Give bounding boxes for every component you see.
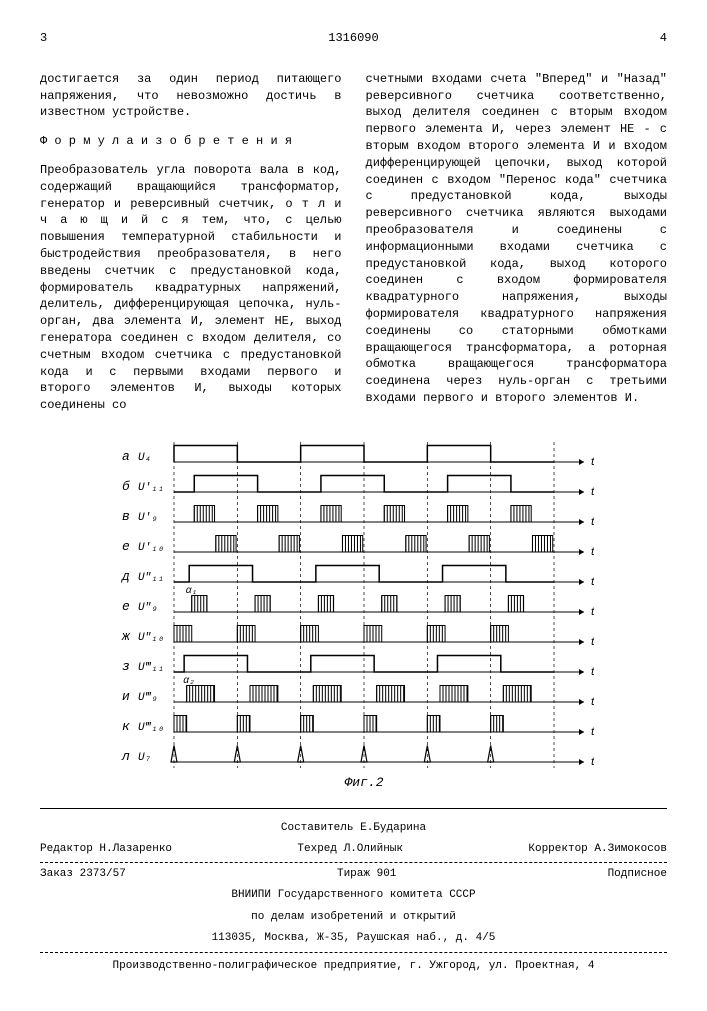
- svg-text:а: а: [122, 449, 130, 464]
- right-p1: счетными входами счета "Вперед" и "Назад…: [366, 71, 668, 407]
- svg-text:t: t: [590, 727, 594, 739]
- doc-number: 1316090: [328, 30, 378, 47]
- right-column: счетными входами счета "Вперед" и "Назад…: [366, 59, 668, 426]
- signed: Подписное: [608, 867, 667, 882]
- svg-text:U‴₉: U‴₉: [138, 692, 158, 704]
- svg-text:U₄: U₄: [138, 452, 151, 464]
- svg-text:U″₁₁: U″₁₁: [138, 572, 164, 584]
- svg-text:з: з: [122, 659, 130, 674]
- page-num-right: 4: [660, 30, 667, 47]
- svg-text:t: t: [590, 547, 594, 559]
- svg-text:t: t: [590, 667, 594, 679]
- svg-text:U₇: U₇: [138, 752, 151, 764]
- svg-text:е: е: [122, 599, 130, 614]
- svg-text:t: t: [590, 757, 594, 769]
- svg-text:л: л: [121, 749, 130, 764]
- svg-text:t: t: [590, 457, 594, 469]
- svg-text:t: t: [590, 517, 594, 529]
- svg-text:в: в: [122, 509, 130, 524]
- left-p1: достигается за один период питающего нап…: [40, 71, 342, 121]
- svg-text:t: t: [590, 577, 594, 589]
- production: Производственно-полиграфическое предприя…: [40, 959, 667, 974]
- editor: Редактор Н.Лазаренко: [40, 842, 172, 857]
- techred: Техред Л.Олийнык: [297, 842, 403, 857]
- svg-text:t: t: [590, 697, 594, 709]
- svg-text:е: е: [122, 539, 130, 554]
- svg-text:U′₁₁: U′₁₁: [138, 482, 164, 494]
- composer: Составитель Е.Бударина: [40, 821, 667, 836]
- svg-text:б: б: [122, 479, 130, 494]
- svg-text:U′₉: U′₉: [138, 512, 158, 524]
- svg-text:Фиг.2: Фиг.2: [344, 775, 383, 790]
- svg-text:и: и: [122, 689, 130, 704]
- corrector: Корректор А.Зимокосов: [528, 842, 667, 857]
- timing-diagram: аU₄tбU′₁₁tвU′₉tеU′₁₀tдU″₁₁tα₁еU″₉tжU″₁₀t…: [114, 438, 594, 798]
- left-column: достигается за один период питающего нап…: [40, 59, 342, 426]
- org-line2: по делам изобретений и открытий: [40, 910, 667, 925]
- svg-text:U‴₁₁: U‴₁₁: [138, 662, 164, 674]
- svg-text:t: t: [590, 637, 594, 649]
- footer: Составитель Е.Бударина Редактор Н.Лазаре…: [40, 808, 667, 975]
- left-p2: Преобразователь угла поворота вала в код…: [40, 162, 342, 414]
- order-num: Заказ 2373/57: [40, 867, 126, 882]
- org-line1: ВНИИПИ Государственного комитета СССР: [40, 888, 667, 903]
- svg-text:ж: ж: [121, 629, 131, 644]
- address: 113035, Москва, Ж-35, Раушская наб., д. …: [40, 931, 667, 946]
- svg-text:к: к: [122, 719, 130, 734]
- svg-text:U″₉: U″₉: [138, 602, 158, 614]
- svg-text:д: д: [120, 569, 130, 584]
- svg-text:U‴₁₀: U‴₁₀: [138, 722, 164, 734]
- svg-text:t: t: [590, 607, 594, 619]
- page-num-left: 3: [40, 30, 47, 47]
- svg-text:U′₁₀: U′₁₀: [138, 542, 164, 554]
- svg-text:t: t: [590, 487, 594, 499]
- tirazh: Тираж 901: [337, 867, 396, 882]
- svg-text:U″₁₀: U″₁₀: [138, 632, 164, 644]
- formula-title: Ф о р м у л а и з о б р е т е н и я: [40, 133, 342, 150]
